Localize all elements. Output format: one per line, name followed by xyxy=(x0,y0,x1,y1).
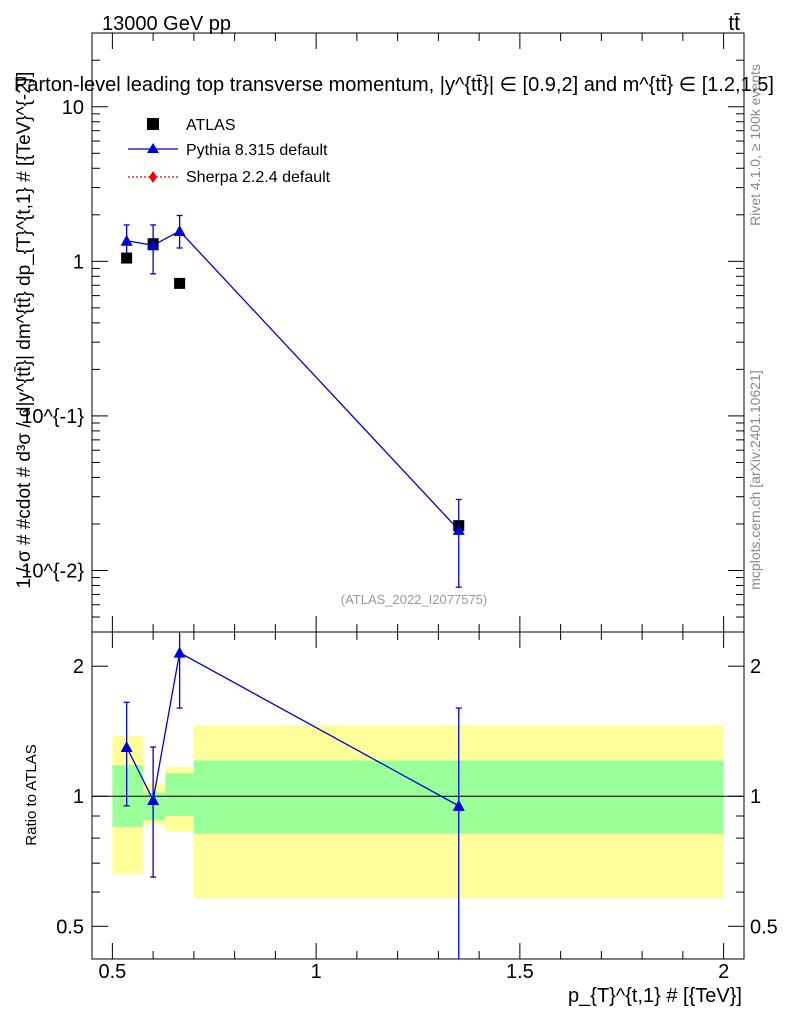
ratio-inner-band xyxy=(165,773,194,817)
ratio-x-tick-label: 1 xyxy=(311,961,322,983)
main-y-tick-label: 1 xyxy=(73,251,84,273)
legend-sherpa-label: Sherpa 2.2.4 default xyxy=(186,169,331,186)
main-y-tick-label: 10^{-1} xyxy=(21,406,84,428)
legend-pythia-label: Pythia 8.315 default xyxy=(186,142,328,159)
atlas-data-point xyxy=(121,252,133,264)
legend-atlas-marker xyxy=(147,118,159,130)
pythia-data-point xyxy=(120,234,133,246)
legend: ATLAS Pythia 8.315 default Sherpa 2.2.4 … xyxy=(128,117,331,186)
ratio-bands xyxy=(112,725,724,899)
ratio-y-tick-label-right: 0.5 xyxy=(750,916,778,938)
ratio-x-tick-label: 1.5 xyxy=(506,961,534,983)
main-y-tick-label: 10^{-2} xyxy=(21,560,84,582)
plot-title: Parton-level leading top transverse mome… xyxy=(14,74,774,96)
ratio-y-tick-label-left: 1 xyxy=(73,786,84,808)
x-axis-label: p_{T}^{t,1} # [{TeV}] xyxy=(568,985,742,1007)
legend-pythia-marker xyxy=(147,143,159,153)
ratio-pythia-point xyxy=(120,741,133,753)
ratio-inner-band xyxy=(142,792,166,821)
ratio-panel: 0.5 0.5 1 1 2 2 0.5 1 1.5 2 xyxy=(56,631,778,983)
pythia-data-point xyxy=(452,523,465,535)
process-label: tt̄ xyxy=(728,12,740,35)
ratio-ticks: 0.5 0.5 1 1 2 2 0.5 1 1.5 2 xyxy=(56,632,778,983)
main-panel: 10^{-2} 10^{-1} 1 10 (ATLAS_2022_I2077575) xyxy=(21,32,745,633)
ratio-pythia-line xyxy=(126,651,460,807)
ratio-x-tick-label: 0.5 xyxy=(98,961,126,983)
legend-atlas-label: ATLAS xyxy=(186,117,236,134)
pythia-data-point xyxy=(147,239,160,251)
main-y-tick-label: 10 xyxy=(62,97,84,119)
ratio-frame xyxy=(91,631,745,960)
main-y-ticks: 10^{-2} 10^{-1} 1 10 xyxy=(21,32,744,633)
ratio-y-tick-label-left: 2 xyxy=(73,656,84,678)
ratio-y-tick-label-right: 1 xyxy=(750,786,761,808)
ratio-x-tick-label: 2 xyxy=(718,961,729,983)
ratio-pythia-point xyxy=(173,646,186,658)
analysis-watermark: (ATLAS_2022_I2077575) xyxy=(341,592,487,607)
rivet-label: Rivet 4.1.0, ≥ 100k events xyxy=(747,64,763,226)
main-y-axis-label: 1 / σ # #cdot # d³σ / d|y^{tt̄}| dm^{tt̄… xyxy=(14,72,35,589)
legend-sherpa-marker xyxy=(149,171,157,183)
mcplots-label: mcplots.cern.ch [arXiv:2401.10621] xyxy=(747,370,763,589)
energy-label: 13000 GeV pp xyxy=(102,13,231,35)
main-plot-area xyxy=(120,214,465,588)
pythia-line xyxy=(126,230,460,531)
pythia-data-point xyxy=(173,225,186,237)
atlas-data-point xyxy=(174,277,186,289)
ratio-pythia-point xyxy=(452,799,465,811)
ratio-y-tick-label-right: 2 xyxy=(750,656,761,678)
ratio-pythia-point xyxy=(147,794,160,806)
ratio-y-tick-label-left: 0.5 xyxy=(56,916,84,938)
ratio-y-axis-label: Ratio to ATLAS xyxy=(23,744,40,845)
